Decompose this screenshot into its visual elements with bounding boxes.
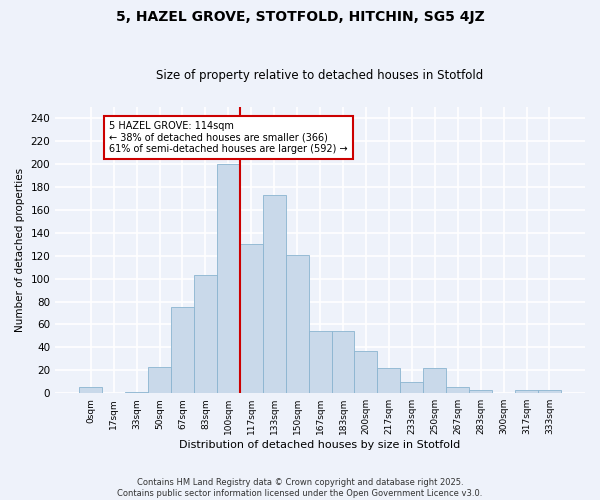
Bar — [263, 195, 286, 393]
Bar — [355, 351, 377, 393]
Bar — [217, 164, 240, 393]
Bar — [308, 332, 332, 393]
Text: Contains HM Land Registry data © Crown copyright and database right 2025.
Contai: Contains HM Land Registry data © Crown c… — [118, 478, 482, 498]
Bar — [125, 392, 148, 393]
Bar — [286, 254, 308, 393]
Bar — [400, 382, 423, 393]
Title: Size of property relative to detached houses in Stotfold: Size of property relative to detached ho… — [157, 69, 484, 82]
Bar — [423, 368, 446, 393]
Bar — [469, 390, 492, 393]
Bar — [79, 388, 102, 393]
Text: 5 HAZEL GROVE: 114sqm
← 38% of detached houses are smaller (366)
61% of semi-det: 5 HAZEL GROVE: 114sqm ← 38% of detached … — [109, 120, 347, 154]
Bar — [194, 275, 217, 393]
Bar — [515, 390, 538, 393]
Y-axis label: Number of detached properties: Number of detached properties — [15, 168, 25, 332]
Bar — [538, 390, 561, 393]
Bar — [171, 308, 194, 393]
Bar — [240, 244, 263, 393]
Bar — [446, 388, 469, 393]
X-axis label: Distribution of detached houses by size in Stotfold: Distribution of detached houses by size … — [179, 440, 461, 450]
Text: 5, HAZEL GROVE, STOTFOLD, HITCHIN, SG5 4JZ: 5, HAZEL GROVE, STOTFOLD, HITCHIN, SG5 4… — [116, 10, 484, 24]
Bar — [148, 367, 171, 393]
Bar — [377, 368, 400, 393]
Bar — [332, 332, 355, 393]
